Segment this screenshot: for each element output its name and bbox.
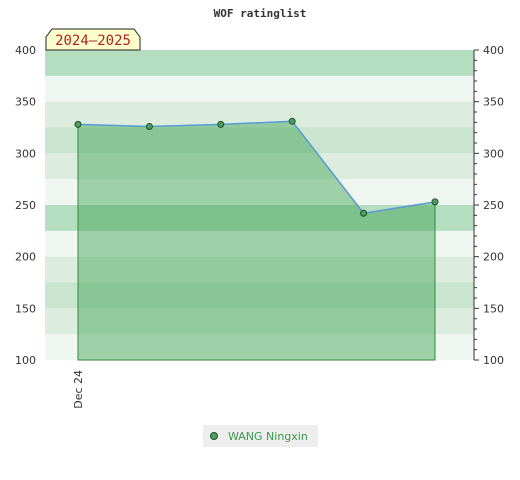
legend-label: WANG Ningxin — [228, 429, 308, 443]
y-tick-label-left: 150 — [15, 302, 36, 315]
y-tick-label-left: 100 — [15, 354, 36, 367]
y-tick-label-left: 350 — [15, 96, 36, 109]
data-point — [145, 122, 153, 130]
legend[interactable]: WANG Ningxin — [203, 425, 318, 447]
y-tick-label-right: 200 — [483, 251, 504, 264]
y-tick-label-right: 400 — [483, 44, 504, 57]
chart-title: WOF ratinglist — [214, 7, 307, 20]
grid-band — [45, 153, 474, 180]
grid-band — [45, 334, 474, 360]
y-tick-label-right: 150 — [483, 302, 504, 315]
y-tick-label-right: 250 — [483, 199, 504, 212]
y-tick-label-right: 100 — [483, 354, 504, 367]
series-points — [74, 117, 439, 217]
legend-marker-icon — [210, 432, 218, 440]
season-badge: 2024–2025 — [45, 28, 141, 51]
data-point — [217, 120, 225, 128]
y-tick-label-right: 300 — [483, 147, 504, 160]
y-tick-label-left: 250 — [15, 199, 36, 212]
y-axis-right: 100 150 200 250 300 350 400 — [473, 44, 504, 367]
season-badge-box — [45, 28, 141, 51]
season-badge-label: 2024–2025 — [55, 33, 131, 49]
series-line — [77, 120, 436, 215]
y-tick-label-right: 350 — [483, 96, 504, 109]
y-tick-label-left: 300 — [15, 147, 36, 160]
data-point — [288, 117, 296, 125]
grid-band — [45, 179, 474, 205]
grid-band — [45, 75, 474, 102]
grid-band — [45, 230, 474, 257]
y-axis-left: 100 150 200 250 300 350 400 — [15, 44, 36, 367]
y-tick-label-left: 400 — [15, 44, 36, 57]
grid-band — [45, 127, 474, 154]
grid-band — [45, 282, 474, 309]
grid-band — [45, 50, 474, 76]
grid-band — [45, 308, 474, 335]
grid-band — [45, 256, 474, 283]
x-tick-label: Dec 24 — [72, 370, 85, 409]
data-point — [431, 198, 439, 206]
grid-band — [45, 205, 474, 231]
y-tick-label-left: 200 — [15, 251, 36, 264]
x-axis: Dec 24 — [72, 370, 85, 409]
data-point — [360, 209, 368, 217]
data-point — [74, 120, 82, 128]
